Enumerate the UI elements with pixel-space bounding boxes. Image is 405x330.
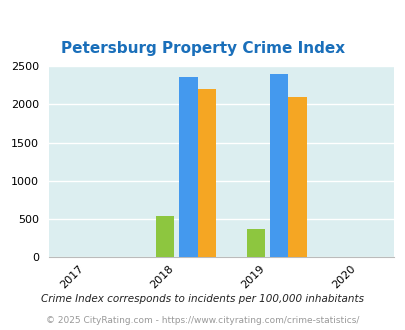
Bar: [156, 216, 174, 257]
Bar: [246, 229, 264, 257]
Bar: [197, 89, 215, 257]
Bar: [270, 75, 288, 257]
Text: © 2025 CityRating.com - https://www.cityrating.com/crime-statistics/: © 2025 CityRating.com - https://www.city…: [46, 316, 359, 325]
Bar: [288, 97, 306, 257]
Bar: [179, 77, 197, 257]
Text: Petersburg Property Crime Index: Petersburg Property Crime Index: [61, 41, 344, 56]
Text: Crime Index corresponds to incidents per 100,000 inhabitants: Crime Index corresponds to incidents per…: [41, 294, 364, 304]
